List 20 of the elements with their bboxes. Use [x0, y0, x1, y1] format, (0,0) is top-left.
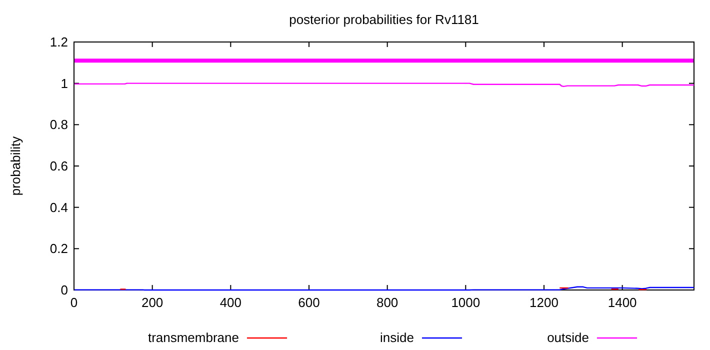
legend-label: inside — [380, 330, 414, 345]
chart-title: posterior probabilities for Rv1181 — [289, 12, 479, 27]
legend-label: outside — [547, 330, 589, 345]
y-tick-label: 1.2 — [50, 34, 68, 50]
x-tick-label: 200 — [141, 295, 164, 310]
y-tick-label: 0.4 — [50, 200, 68, 215]
x-tick-label: 800 — [376, 295, 398, 310]
y-tick-label: 0 — [60, 282, 68, 298]
y-tick-label: 0.8 — [50, 117, 68, 132]
x-tick-label: 600 — [298, 295, 320, 310]
y-tick-label: 1 — [60, 76, 68, 91]
x-tick-label: 1400 — [608, 295, 637, 310]
legend-label: transmembrane — [148, 330, 239, 345]
x-tick-label: 0 — [70, 295, 78, 310]
y-tick-label: 0.6 — [50, 158, 68, 174]
x-tick-label: 400 — [220, 295, 242, 310]
x-tick-label: 1000 — [451, 295, 480, 310]
x-tick-label: 1200 — [530, 295, 558, 310]
y-axis-title: probability — [8, 136, 23, 196]
y-tick-label: 0.2 — [50, 241, 68, 256]
